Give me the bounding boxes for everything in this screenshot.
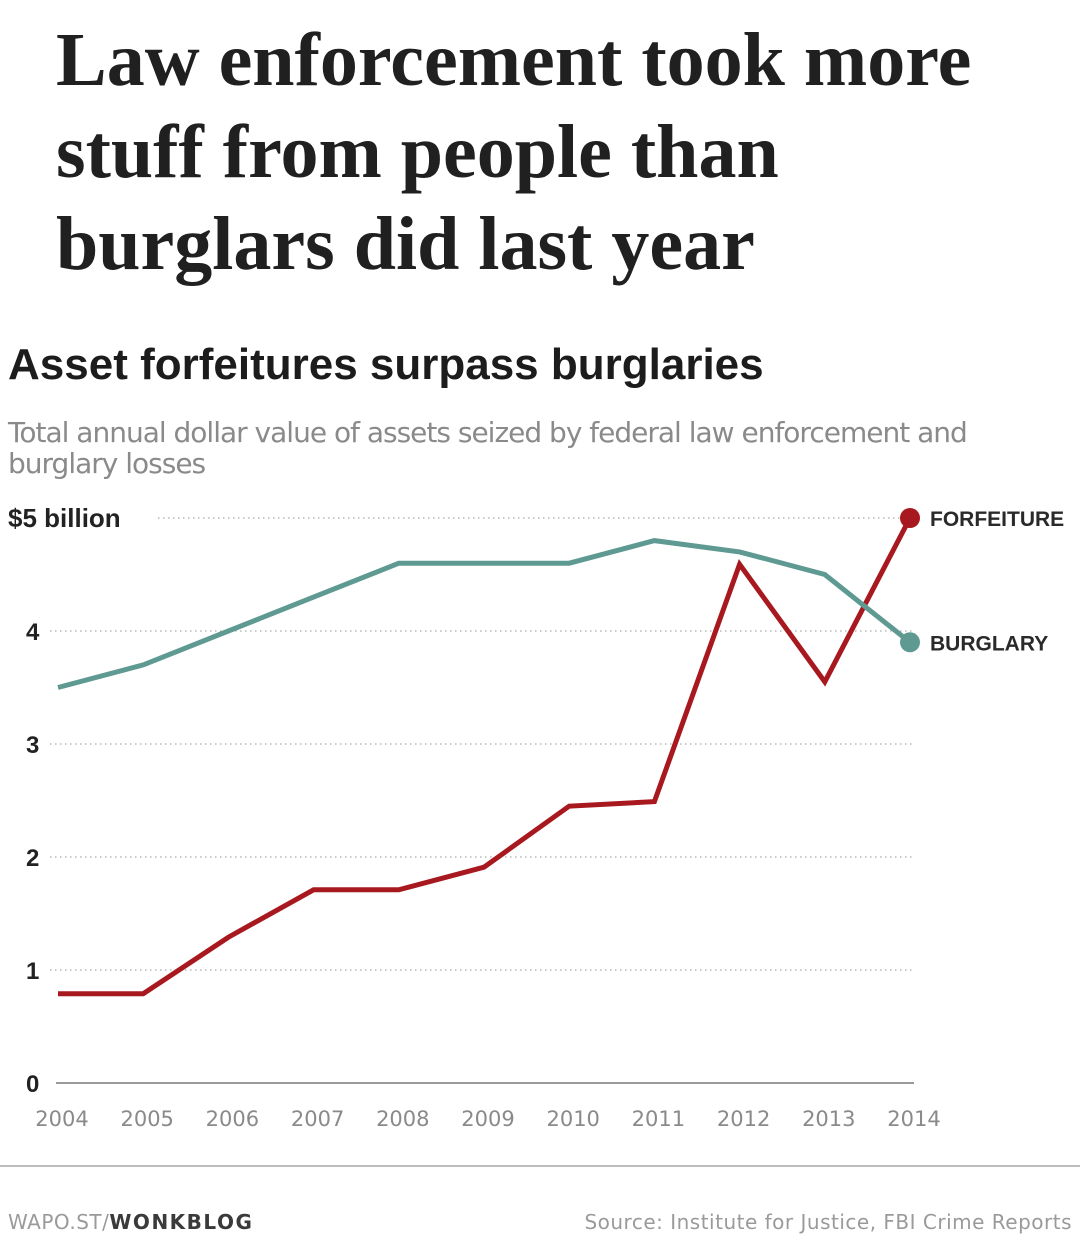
x-tick-label: 2008 <box>376 1107 429 1131</box>
y-tick-label: 2 <box>26 845 39 872</box>
x-tick-label: 2006 <box>206 1107 259 1131</box>
y-axis-tick-labels: 0 1 2 3 4 $5 billion <box>8 503 121 1098</box>
footer-divider <box>0 1165 1080 1167</box>
y-tick-label: 4 <box>26 619 40 646</box>
y-tick-label: 3 <box>26 732 39 759</box>
x-tick-label: 2007 <box>291 1107 344 1131</box>
series-line-forfeiture <box>58 516 913 997</box>
x-tick-label: 2012 <box>717 1107 770 1131</box>
footer-site-link[interactable]: WAPO.ST/WONKBLOG <box>8 1210 253 1234</box>
x-axis-tick-labels: 2004 2005 2006 2007 2008 2009 2010 2011 2012 2013… <box>35 1107 940 1131</box>
x-tick-label: 2004 <box>35 1107 88 1131</box>
chart-title: Asset forfeitures surpass burglaries <box>8 340 764 389</box>
gridlines <box>50 517 914 1084</box>
x-tick-label: 2005 <box>120 1107 173 1131</box>
x-tick-label: 2011 <box>632 1107 685 1131</box>
y-tick-label: 0 <box>26 1071 39 1098</box>
line-chart: 0 1 2 3 4 $5 billion 2004 2005 2006 2007 2008 2009… <box>8 503 1064 1131</box>
series-line-burglary <box>57 538 912 690</box>
y-tick-label: $5 billion <box>8 503 121 533</box>
x-tick-label: 2014 <box>887 1107 940 1131</box>
site-prefix: WAPO.ST/ <box>8 1210 110 1234</box>
series-label-burglary: BURGLARY <box>930 632 1048 655</box>
series-lines: FORFEITURE BURGLARY <box>57 508 1064 997</box>
x-tick-label: 2010 <box>546 1107 599 1131</box>
chart-subtitle: Total annual dollar value of assets seiz… <box>8 416 968 480</box>
y-tick-label: 1 <box>26 958 39 985</box>
site-brand: WONKBLOG <box>109 1210 254 1234</box>
x-tick-label: 2013 <box>802 1107 855 1131</box>
source-note: Source: Institute for Justice, FBI Crime… <box>584 1210 1072 1234</box>
headline: Law enforcement took more stuff from peo… <box>56 18 972 286</box>
series-label-forfeiture: FORFEITURE <box>930 508 1064 531</box>
x-tick-label: 2009 <box>461 1107 514 1131</box>
series-end-marker-forfeiture <box>900 508 920 528</box>
series-end-marker-burglary <box>900 632 920 653</box>
